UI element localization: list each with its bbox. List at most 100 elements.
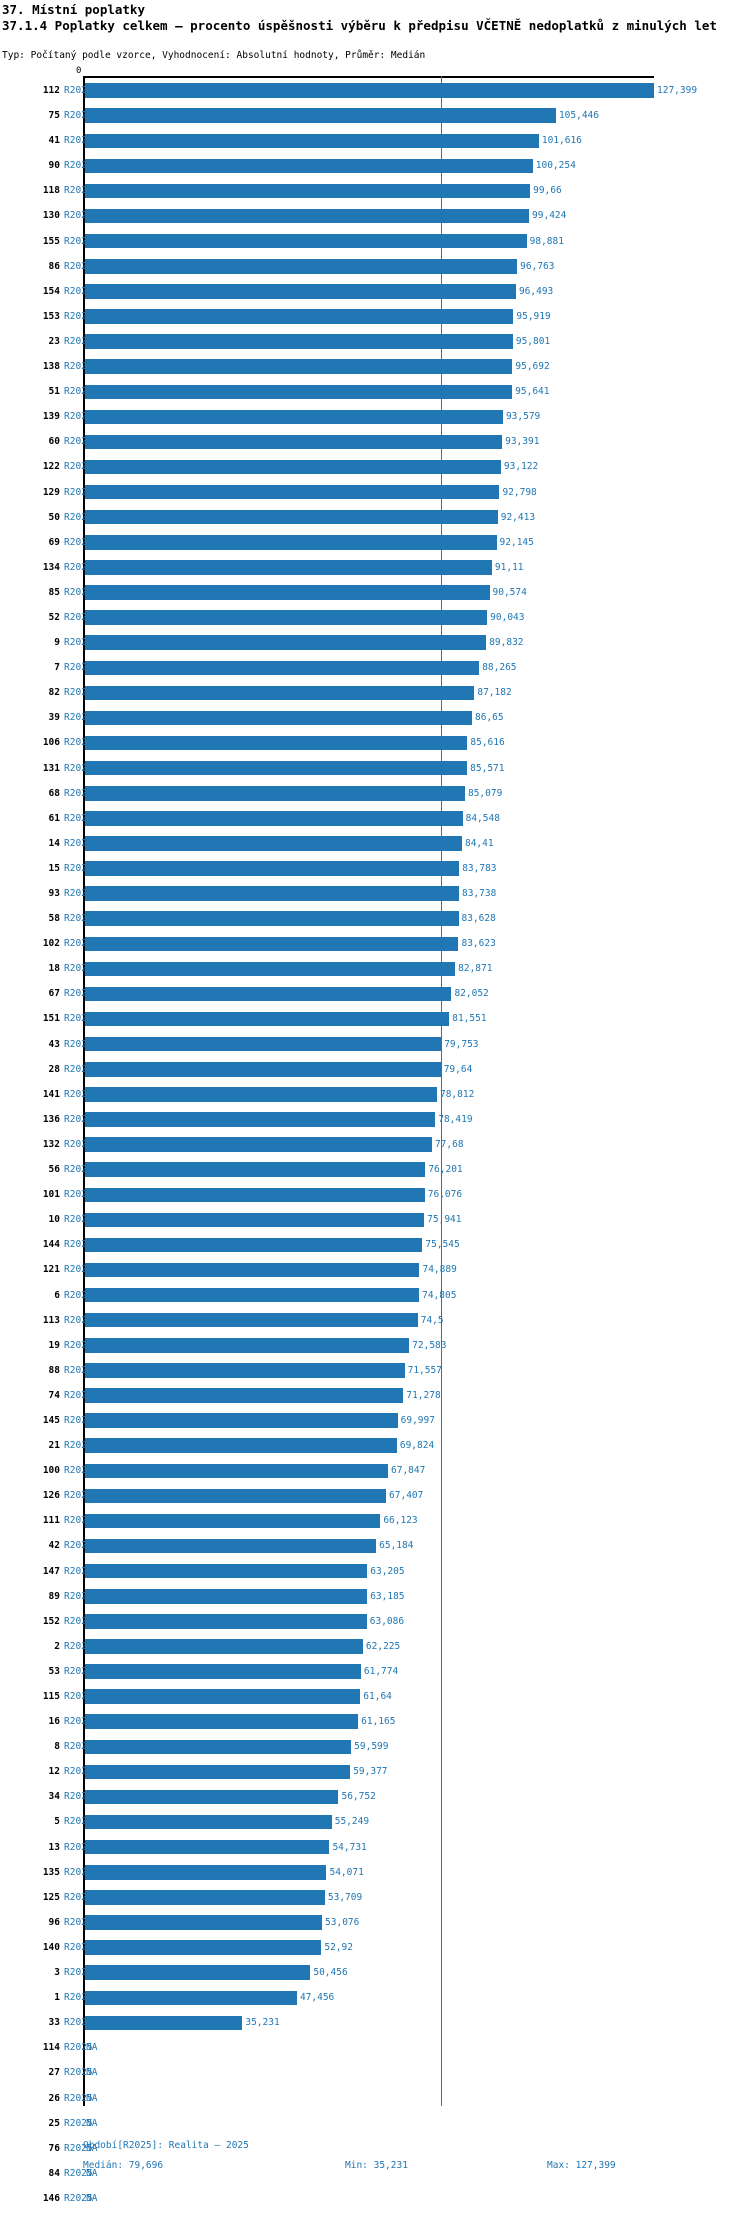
row-series-label: R2025 (64, 1414, 93, 1426)
bar-value-label: 77,68 (434, 1138, 464, 1150)
row-series-label: R2025 (64, 160, 93, 172)
bar-value-label: 53,709 (327, 1891, 363, 1903)
bar-row: 86 R2025 96,763 (0, 254, 750, 279)
row-series-label: R2025 (64, 812, 93, 824)
row-key-label: 2 (54, 1640, 60, 1652)
bar-row: 100 R2025 67,847 (0, 1458, 750, 1483)
bar-row: 2 R2025 62,225 (0, 1634, 750, 1659)
bar-value-label: 92,145 (499, 536, 534, 548)
bar (85, 1338, 410, 1353)
row-key-label: 8 (54, 1741, 60, 1753)
bar-row: 135 R2025 54,071 (0, 1860, 750, 1885)
row-series-label: R2025 (64, 1314, 93, 1326)
row-series-label: R2025 (64, 436, 93, 448)
bar-value-label: 93,391 (505, 436, 540, 448)
row-key-label: 88 (48, 1364, 60, 1376)
row-key-label: 28 (48, 1063, 60, 1075)
row-key-label: 13 (48, 1841, 60, 1853)
row-key-label: 42 (48, 1540, 60, 1552)
row-series-label: R2025 (64, 536, 93, 548)
bar-row: 155 R2025 98,881 (0, 229, 750, 254)
row-key-label: 113 (42, 1314, 60, 1326)
bar (85, 133, 539, 149)
bar-value-label: 63,086 (369, 1615, 405, 1627)
bar-row: 5 R2025 55,249 (0, 1809, 750, 1834)
bar-row: 75 R2025 105,446 (0, 103, 750, 128)
bar (85, 1689, 361, 1704)
bar-row: 121 R2025 74,889 (0, 1257, 750, 1282)
row-key-label: 90 (48, 160, 60, 172)
row-na-value: NA (86, 2192, 98, 2204)
bar-value-label: 78,419 (438, 1113, 473, 1125)
row-key-label: 134 (42, 561, 60, 573)
row-series-label: R2025 (64, 1389, 93, 1401)
row-series-label: R2025 (64, 1214, 93, 1226)
row-series-label: R2025 (64, 1113, 93, 1125)
bar-value-label: 72,583 (412, 1339, 447, 1351)
bar (85, 1965, 311, 1980)
row-key-label: 111 (42, 1515, 60, 1527)
row-series-label: R2025 (64, 712, 93, 724)
row-key-label: 25 (48, 2117, 60, 2129)
bar-value-label: 79,753 (444, 1038, 479, 1050)
bar-row: 126 R2025 67,407 (0, 1483, 750, 1508)
bar-row: 88 R2025 71,557 (0, 1358, 750, 1383)
bar-row: 90 R2025 100,254 (0, 153, 750, 178)
bar-row: 33 R2025 35,231 (0, 2010, 750, 2035)
row-key-label: 100 (42, 1465, 60, 1477)
row-key-label: 52 (48, 611, 60, 623)
bar-value-label: 63,205 (370, 1565, 405, 1577)
bar-row: 85 R2025 90,574 (0, 580, 750, 605)
bar (85, 158, 533, 174)
bar-value-label: 74,889 (422, 1264, 457, 1276)
bar (85, 509, 498, 525)
row-key-label: 41 (48, 135, 60, 147)
row-series-label: R2025 (64, 511, 93, 523)
bar (85, 409, 503, 425)
row-key-label: 112 (42, 85, 60, 96)
row-key-label: 135 (42, 1866, 60, 1878)
bar-value-label: 74,805 (422, 1289, 457, 1301)
bar-value-label: 98,881 (529, 235, 564, 247)
bar-value-label: 71,278 (406, 1389, 441, 1401)
row-key-label: 6 (54, 1289, 60, 1301)
bar-row: 101 R2025 76,076 (0, 1182, 750, 1207)
bar-row: 113 R2025 74,5 (0, 1308, 750, 1333)
bar (85, 233, 527, 249)
row-series-label: R2025 (64, 687, 93, 699)
row-series-label: R2025 (64, 185, 93, 197)
bar-row: 67 R2025 82,052 (0, 981, 750, 1006)
bar-value-label: 83,628 (461, 913, 496, 925)
row-series-label: R2025 (64, 1916, 93, 1928)
bar (85, 1212, 425, 1228)
bar-value-label: 127,399 (657, 85, 698, 96)
row-series-label: R2025 (64, 737, 93, 749)
row-series-label: R2025 (64, 1088, 93, 1100)
bar-row: 82 R2025 87,182 (0, 680, 750, 705)
bar-value-label: 101,616 (541, 135, 582, 147)
row-series-label: R2025 (64, 260, 93, 272)
bar (85, 1764, 351, 1780)
bar-value-label: 62,225 (365, 1640, 401, 1652)
bar-row: 129 R2025 92,798 (0, 480, 750, 505)
row-series-label: R2025 (64, 1615, 93, 1627)
bar-value-label: 71,557 (407, 1364, 442, 1376)
bar (85, 1839, 330, 1855)
bar-value-label: 88,265 (482, 662, 517, 674)
bar-row: 76 R2025 NA (0, 2136, 750, 2161)
row-key-label: 121 (42, 1264, 60, 1276)
bar (85, 1614, 367, 1629)
row-series-label: R2025 (64, 762, 93, 774)
bar-row: 41 R2025 101,616 (0, 128, 750, 153)
bar (85, 309, 514, 324)
row-series-label: R2025 (64, 2042, 93, 2054)
bar (85, 1488, 387, 1504)
row-series-label: R2025 (64, 1465, 93, 1477)
row-series-label: R2025 (64, 1791, 93, 1803)
bar-value-label: 54,071 (329, 1866, 364, 1878)
bar-value-label: 82,052 (454, 988, 489, 1000)
row-series-label: R2025 (64, 2017, 93, 2029)
row-key-label: 27 (48, 2067, 60, 2079)
bar (85, 1312, 418, 1328)
bar (85, 1413, 398, 1428)
